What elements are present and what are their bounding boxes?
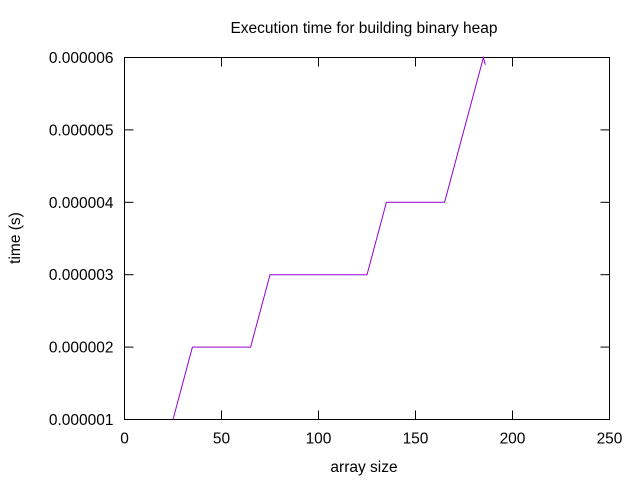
x-tick-label: 150 bbox=[403, 431, 429, 448]
x-tick-label: 250 bbox=[597, 431, 623, 448]
y-tick-label: 0.000002 bbox=[49, 340, 114, 357]
y-axis-title: time (s) bbox=[7, 212, 24, 264]
y-tick-label: 0.000001 bbox=[49, 412, 114, 429]
y-tick-label: 0.000003 bbox=[49, 267, 114, 284]
x-axis-title: array size bbox=[330, 459, 397, 476]
y-tick-label: 0.000006 bbox=[49, 50, 114, 67]
x-tick-label: 100 bbox=[306, 431, 332, 448]
x-tick-label: 0 bbox=[120, 431, 129, 448]
plot-frame bbox=[124, 57, 610, 420]
series-line-1 bbox=[172, 55, 486, 420]
x-tick-label: 200 bbox=[500, 431, 526, 448]
y-tick-label: 0.000005 bbox=[49, 122, 114, 139]
y-axis: 0.000001 0.000002 0.000003 0.000004 0.000005… bbox=[49, 50, 610, 429]
y-tick-label: 0.000004 bbox=[49, 195, 114, 212]
x-tick-label: 50 bbox=[213, 431, 231, 448]
series-layer bbox=[172, 55, 486, 420]
x-axis: 0 50 100 150 200 250 bbox=[120, 57, 623, 448]
chart-title: Execution time for building binary heap bbox=[230, 20, 497, 37]
